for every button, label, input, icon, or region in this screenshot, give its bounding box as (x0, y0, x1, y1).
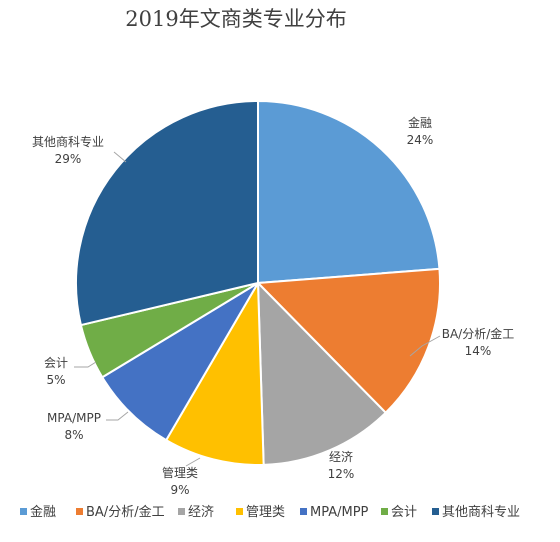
legend-item-mpa-mpp: MPA/MPP (300, 505, 369, 520)
slice-labels: 金融 24% BA/分析/金工 14% 经济 12% 管理类 9% MPA/MPP 8% 会计 5% 其… (32, 115, 514, 497)
leader-line-mpa-mpp (106, 411, 129, 421)
legend-label: 其他商科专业 (442, 505, 520, 520)
slice-value-金融: 24% (407, 133, 434, 147)
slice-value-会计: 5% (46, 373, 65, 387)
slice-label-经济: 经济 (329, 449, 353, 464)
slice-value-管理类: 9% (170, 483, 189, 497)
legend-swatch (432, 508, 439, 515)
legend-label: BA/分析/金工 (86, 504, 165, 520)
slice-label-金融: 金融 (408, 115, 432, 130)
legend-swatch (236, 508, 243, 515)
slice-value-mpa-mpp: 8% (64, 428, 83, 442)
pie-slice-金融 (257, 99, 441, 285)
slice-label-管理类: 管理类 (162, 465, 198, 480)
leader-line-会计 (74, 361, 97, 368)
legend-label: MPA/MPP (310, 505, 369, 520)
slice-value-经济: 12% (328, 467, 355, 481)
legend-label: 金融 (30, 504, 56, 520)
legend-label: 经济 (188, 505, 214, 520)
legend-swatch (300, 508, 307, 515)
legend-item-经济: 经济 (178, 505, 214, 520)
legend-item-管理类: 管理类 (236, 505, 285, 520)
leader-line-其他商科专业 (113, 151, 127, 163)
slice-label-mpa-mpp: MPA/MPP (47, 411, 101, 425)
legend-label: 会计 (391, 505, 417, 520)
legend-item-ba-分析-金工: BA/分析/金工 (76, 504, 165, 520)
pie-slice-其他商科专业 (75, 99, 259, 327)
legend-label: 管理类 (246, 505, 285, 520)
pie-slices (75, 99, 441, 466)
legend-item-其他商科专业: 其他商科专业 (432, 505, 520, 520)
legend-swatch (178, 508, 185, 515)
slice-value-其他商科专业: 29% (55, 152, 82, 166)
pie-slice-mpa-mpp (100, 282, 259, 442)
slice-label-会计: 会计 (44, 356, 68, 370)
leader-line-管理类 (185, 457, 201, 467)
legend-item-会计: 会计 (381, 505, 417, 520)
legend-swatch (381, 508, 388, 515)
legend-item-金融: 金融 (20, 504, 56, 520)
legend-swatch (76, 508, 83, 515)
leader-lines (74, 151, 441, 467)
pie-slice-经济 (256, 280, 388, 466)
pie-slice-ba-分析-金工 (255, 267, 441, 415)
leader-line-ba-分析-金工 (409, 335, 441, 357)
pie-slice-管理类 (164, 279, 265, 466)
slice-label-其他商科专业: 其他商科专业 (32, 134, 104, 149)
legend-swatch (20, 508, 27, 515)
slice-value-ba-分析-金工: 14% (465, 344, 492, 358)
legend: 金融 BA/分析/金工 经济 管理类 MPA/MPP 会计 其他商科专业 (20, 504, 520, 520)
chart-title: 2019年文商类专业分布 (125, 7, 346, 31)
slice-label-ba-分析-金工: BA/分析/金工 (442, 326, 515, 341)
